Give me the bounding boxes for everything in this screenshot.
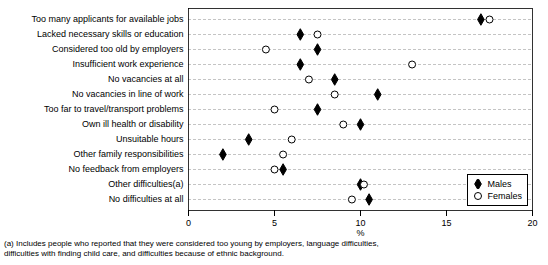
- svg-text:20: 20: [527, 218, 537, 228]
- svg-text:Too many applicants for availa: Too many applicants for available jobs: [31, 14, 184, 24]
- svg-text:No vacancies in line of work: No vacancies in line of work: [72, 89, 184, 99]
- html-text:Males: Males: [487, 179, 512, 189]
- svg-text:Too far to travel/transport pr: Too far to travel/transport problems: [44, 104, 184, 114]
- svg-text:5: 5: [272, 218, 277, 228]
- svg-text:Lacked necessary skills or edu: Lacked necessary skills or education: [37, 29, 184, 39]
- svg-text:15: 15: [441, 218, 451, 228]
- svg-text:No difficulties at all: No difficulties at all: [109, 194, 184, 204]
- svg-text:Insufficient work experience: Insufficient work experience: [73, 59, 184, 69]
- svg-text:Other family responsibilities: Other family responsibilities: [73, 149, 184, 159]
- svg-text:No feedback from employers: No feedback from employers: [68, 164, 184, 174]
- svg-text:No vacancies at all: No vacancies at all: [108, 74, 184, 84]
- svg-text:Other difficulties(a): Other difficulties(a): [108, 179, 183, 189]
- svg-text:Considered too old by employer: Considered too old by employers: [52, 44, 184, 54]
- html-text:(a) Includes people who report: (a) Includes people who reported that th…: [4, 239, 379, 258]
- svg-text:Unsuitable hours: Unsuitable hours: [116, 134, 184, 144]
- svg-text:Own ill health or disability: Own ill health or disability: [82, 119, 184, 129]
- svg-text:0: 0: [186, 218, 191, 228]
- html-text:Females: Females: [487, 191, 522, 201]
- svg-text:%: %: [356, 228, 364, 238]
- svg-text:10: 10: [355, 218, 365, 228]
